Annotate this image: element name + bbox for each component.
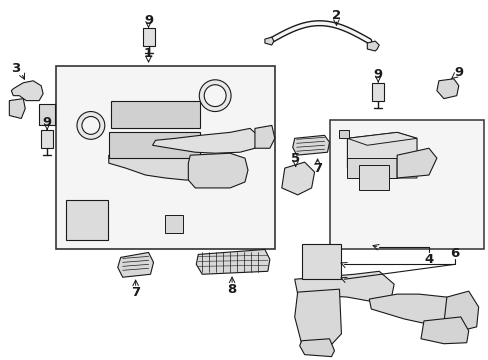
Text: 7: 7 <box>131 285 140 299</box>
Polygon shape <box>188 153 247 188</box>
Ellipse shape <box>204 85 225 107</box>
Polygon shape <box>366 41 379 51</box>
Text: 9: 9 <box>42 116 52 129</box>
Polygon shape <box>346 132 416 178</box>
Polygon shape <box>368 294 463 324</box>
Ellipse shape <box>199 80 231 112</box>
Text: 9: 9 <box>373 68 382 81</box>
Text: 8: 8 <box>227 283 236 296</box>
Polygon shape <box>264 37 273 45</box>
Polygon shape <box>196 249 269 274</box>
Polygon shape <box>436 79 458 99</box>
Text: 9: 9 <box>143 14 153 27</box>
Polygon shape <box>292 135 329 155</box>
Bar <box>301 244 341 279</box>
Polygon shape <box>396 148 436 178</box>
Bar <box>39 104 55 125</box>
Text: 5: 5 <box>290 152 300 165</box>
Bar <box>371 83 384 100</box>
Bar <box>329 121 483 249</box>
Text: 2: 2 <box>331 9 340 22</box>
Polygon shape <box>9 99 25 118</box>
Text: 4: 4 <box>424 253 433 266</box>
Text: 1: 1 <box>143 48 153 60</box>
Text: 7: 7 <box>312 162 322 175</box>
Bar <box>66 200 107 239</box>
Polygon shape <box>118 252 153 277</box>
Polygon shape <box>294 271 393 301</box>
Ellipse shape <box>82 117 100 134</box>
Ellipse shape <box>77 112 104 139</box>
Bar <box>339 130 349 138</box>
Polygon shape <box>420 317 468 344</box>
Bar <box>165 215 183 233</box>
Polygon shape <box>254 125 274 148</box>
Polygon shape <box>443 291 478 331</box>
Polygon shape <box>299 339 334 357</box>
Bar <box>142 28 154 46</box>
Bar <box>41 130 53 148</box>
Bar <box>108 132 200 158</box>
Bar <box>346 158 396 178</box>
Polygon shape <box>11 81 43 100</box>
Bar <box>359 165 388 190</box>
Polygon shape <box>152 129 257 153</box>
Text: 3: 3 <box>11 62 20 75</box>
Polygon shape <box>294 289 341 347</box>
Bar <box>111 100 200 129</box>
Polygon shape <box>108 152 215 180</box>
Text: 9: 9 <box>453 66 463 79</box>
Polygon shape <box>396 158 416 178</box>
Polygon shape <box>281 162 314 195</box>
Bar <box>56 66 274 249</box>
Polygon shape <box>346 132 416 145</box>
Text: 6: 6 <box>449 247 459 260</box>
